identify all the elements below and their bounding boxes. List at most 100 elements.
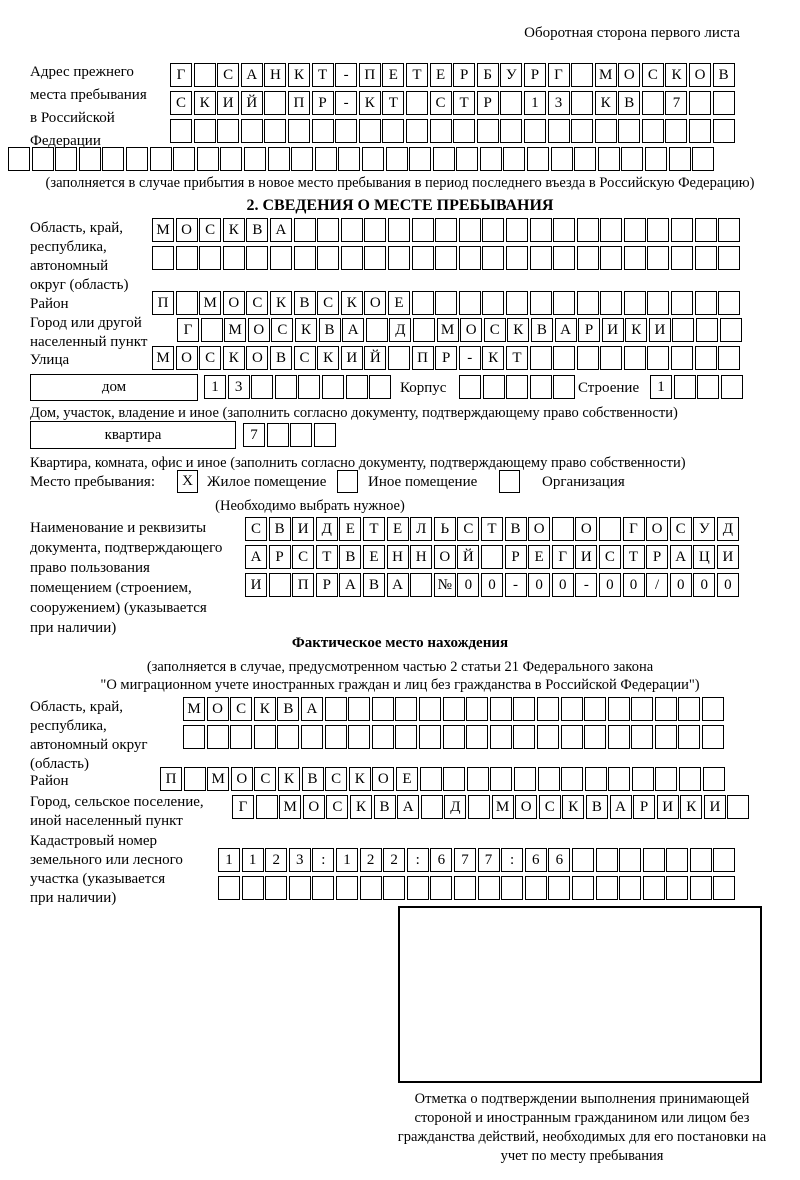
char-box[interactable]: И [601, 318, 624, 342]
char-box[interactable] [382, 119, 405, 143]
char-box[interactable]: Т [453, 91, 476, 115]
char-box[interactable] [102, 147, 125, 171]
char-box[interactable]: О [222, 291, 245, 315]
char-box[interactable]: К [222, 218, 245, 242]
char-box[interactable] [621, 147, 644, 171]
char-box[interactable]: П [287, 91, 310, 115]
char-box[interactable]: О [433, 545, 456, 569]
char-box[interactable] [631, 697, 654, 721]
char-box[interactable] [712, 91, 735, 115]
char-box[interactable]: Т [505, 346, 528, 370]
char-box[interactable] [435, 246, 458, 270]
char-box[interactable]: М [491, 795, 514, 819]
char-box[interactable] [458, 291, 481, 315]
char-box[interactable]: А [240, 63, 263, 87]
char-box[interactable] [482, 375, 505, 399]
char-box[interactable] [694, 291, 717, 315]
char-box[interactable]: О [175, 218, 198, 242]
char-box[interactable] [466, 697, 489, 721]
char-box[interactable]: С [483, 318, 506, 342]
char-box[interactable]: 0 [693, 573, 716, 597]
char-box[interactable] [671, 291, 694, 315]
char-box[interactable] [600, 218, 623, 242]
char-box[interactable]: О [689, 63, 712, 87]
char-box[interactable] [654, 697, 677, 721]
char-box[interactable] [220, 147, 243, 171]
char-box[interactable] [505, 246, 528, 270]
char-box[interactable]: С [246, 291, 269, 315]
char-box[interactable] [183, 725, 205, 749]
char-box[interactable] [55, 147, 78, 171]
char-box[interactable] [647, 218, 670, 242]
char-box[interactable] [571, 63, 594, 87]
char-box[interactable] [718, 246, 741, 270]
char-box[interactable]: 0 [457, 573, 480, 597]
char-box[interactable] [477, 876, 500, 900]
char-box[interactable] [230, 725, 253, 749]
char-box[interactable] [689, 119, 712, 143]
char-box[interactable] [671, 246, 694, 270]
char-box[interactable] [529, 218, 552, 242]
char-box[interactable]: В [277, 697, 300, 721]
char-box[interactable]: 0 [528, 573, 551, 597]
char-box[interactable]: - [504, 573, 527, 597]
char-box[interactable]: К [680, 795, 703, 819]
char-box[interactable] [713, 848, 736, 872]
stay-checkbox-other-premises[interactable] [337, 470, 358, 493]
char-box[interactable] [371, 725, 394, 749]
char-box[interactable]: А [339, 573, 362, 597]
char-box[interactable]: И [716, 545, 739, 569]
char-box[interactable] [267, 147, 290, 171]
char-box[interactable]: Н [264, 63, 287, 87]
char-box[interactable] [277, 725, 300, 749]
char-box[interactable] [311, 119, 334, 143]
char-box[interactable]: Г [622, 517, 645, 541]
stay-checkbox-residential[interactable]: X [177, 470, 198, 493]
char-box[interactable]: В [246, 218, 269, 242]
char-box[interactable] [409, 147, 432, 171]
char-box[interactable]: О [528, 517, 551, 541]
char-box[interactable]: Г [551, 545, 574, 569]
char-box[interactable] [359, 876, 382, 900]
char-box[interactable] [720, 375, 743, 399]
char-box[interactable] [251, 375, 274, 399]
char-box[interactable] [600, 291, 623, 315]
char-box[interactable] [340, 218, 363, 242]
char-box[interactable]: С [457, 517, 480, 541]
char-box[interactable] [442, 697, 465, 721]
char-box[interactable] [456, 147, 479, 171]
char-box[interactable] [666, 848, 689, 872]
char-box[interactable]: О [175, 346, 198, 370]
char-box[interactable] [490, 767, 513, 791]
char-box[interactable] [265, 876, 288, 900]
char-box[interactable] [173, 147, 196, 171]
char-box[interactable] [550, 147, 573, 171]
char-box[interactable]: И [648, 318, 671, 342]
char-box[interactable] [459, 375, 481, 399]
char-box[interactable] [645, 147, 668, 171]
char-box[interactable] [266, 423, 289, 447]
char-box[interactable] [338, 147, 361, 171]
char-box[interactable] [482, 246, 505, 270]
char-box[interactable] [529, 291, 552, 315]
char-box[interactable] [193, 119, 216, 143]
char-box[interactable]: Т [311, 63, 334, 87]
char-box[interactable] [524, 876, 547, 900]
char-box[interactable]: Е [362, 545, 385, 569]
char-box[interactable]: М [594, 63, 617, 87]
char-box[interactable] [218, 876, 240, 900]
char-box[interactable] [594, 119, 617, 143]
char-box[interactable] [420, 795, 443, 819]
char-box[interactable]: Р [523, 63, 546, 87]
char-box[interactable] [553, 246, 576, 270]
char-box[interactable]: Р [646, 545, 669, 569]
char-box[interactable] [595, 876, 618, 900]
char-box[interactable] [712, 119, 735, 143]
char-box[interactable] [641, 91, 664, 115]
char-box[interactable] [196, 147, 219, 171]
char-box[interactable] [264, 91, 287, 115]
char-box[interactable]: О [646, 517, 669, 541]
char-box[interactable] [500, 119, 523, 143]
char-box[interactable]: И [656, 795, 679, 819]
char-box[interactable]: К [562, 795, 585, 819]
